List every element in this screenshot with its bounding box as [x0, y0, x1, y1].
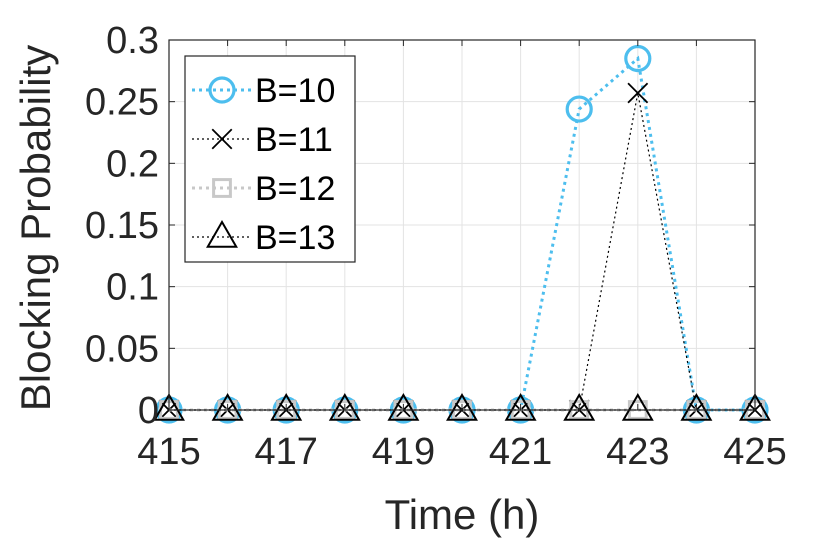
y-tick-label: 0.05 [85, 328, 159, 370]
data-point-triangle [153, 392, 185, 421]
x-tick-label: 415 [137, 431, 200, 473]
legend-marker-circle [208, 76, 236, 104]
data-point-triangle [387, 392, 420, 421]
data-point-triangle [504, 392, 537, 421]
ticks [168, 39, 756, 411]
data-point-circle [624, 44, 652, 73]
data-point-triangle [680, 392, 713, 421]
data-point-triangle [270, 392, 303, 421]
x-tick-label: 419 [372, 431, 435, 473]
series-B=13 [153, 392, 771, 421]
legend-entry: B=12 [192, 170, 335, 208]
data-point-triangle [739, 392, 771, 421]
data-point-x [627, 82, 649, 104]
data-point-triangle [211, 392, 244, 421]
data-point-triangle [621, 392, 654, 421]
legend-marker-triangle [206, 219, 238, 248]
x-tick-label: 423 [606, 431, 669, 473]
legend: B=10 B=11 B=12 B=13 [184, 55, 356, 263]
y-tick-label: 0.3 [106, 20, 159, 62]
data-point-triangle [328, 392, 361, 421]
x-tick-label: 425 [723, 431, 786, 473]
legend-label: B=12 [255, 170, 335, 208]
x-tick-label: 421 [489, 431, 552, 473]
x-axis-title: Time (h) [385, 491, 540, 538]
y-axis-title: Blocking Probability [12, 45, 59, 412]
legend-entry: B=11 [192, 121, 333, 159]
x-tick-label: 417 [254, 431, 317, 473]
y-tick-label: 0.15 [85, 205, 159, 247]
legend-marker-square [212, 178, 232, 198]
data-point-circle [565, 95, 593, 123]
legend-marker-x [211, 128, 233, 150]
legend-entry: B=13 [192, 219, 335, 257]
data-point-triangle [446, 392, 478, 421]
legend-label: B=10 [255, 72, 335, 110]
legend-label: B=13 [255, 219, 335, 257]
legend-label: B=11 [255, 121, 333, 159]
data-point-triangle [563, 392, 596, 421]
tick-labels: 415 417 419 421 423 425 0 0.05 0.1 0.15 0.2 0.25 0.3 [85, 20, 787, 473]
y-tick-label: 0.1 [106, 267, 159, 309]
legend-entries: B=10 B=11 B=12 B=13 [192, 72, 335, 257]
y-tick-label: 0.25 [85, 82, 159, 124]
legend-entry: B=10 [192, 72, 335, 110]
series-line [169, 55, 755, 412]
y-tick-label: 0.2 [106, 143, 159, 185]
y-tick-label: 0 [138, 390, 159, 432]
